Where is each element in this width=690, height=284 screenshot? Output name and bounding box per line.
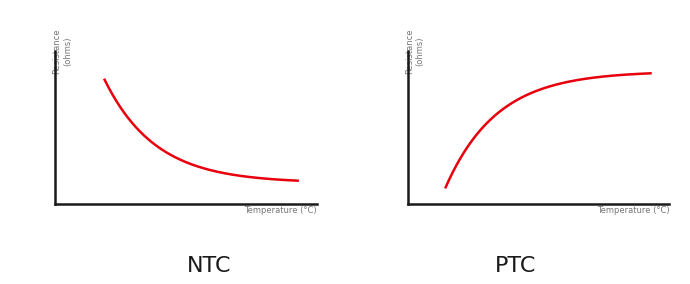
- Y-axis label: Resistance
(ohms): Resistance (ohms): [52, 28, 72, 74]
- X-axis label: Temperature (°C): Temperature (°C): [244, 206, 317, 215]
- X-axis label: Temperature (°C): Temperature (°C): [597, 206, 669, 215]
- Text: PTC: PTC: [495, 256, 536, 275]
- Y-axis label: Resistance
(ohms): Resistance (ohms): [405, 28, 424, 74]
- Text: NTC: NTC: [186, 256, 231, 275]
